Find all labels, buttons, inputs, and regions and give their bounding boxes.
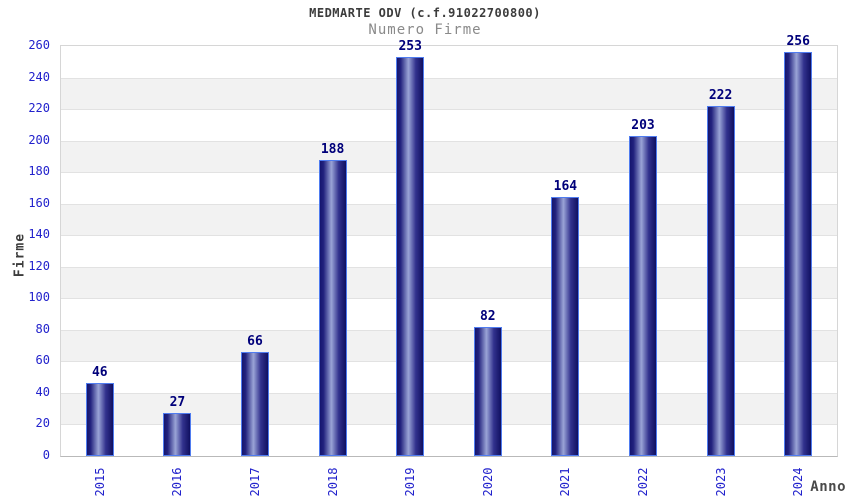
x-tick-label: 2019 — [403, 468, 439, 497]
bar-column: 253 — [396, 39, 425, 456]
y-tick-label: 220 — [28, 101, 50, 116]
x-tick-label: 2016 — [170, 468, 206, 497]
bar-column: 222 — [706, 46, 735, 456]
plot-band — [61, 46, 837, 78]
gridline — [61, 109, 837, 111]
gridline — [61, 361, 837, 363]
bar-column: 256 — [784, 34, 813, 456]
x-tick-text: 2016 — [170, 467, 185, 497]
gridline — [61, 329, 837, 331]
chart-title: MEDMARTE ODV (c.f.91022700800) — [309, 6, 541, 20]
bar-value-label: 27 — [169, 395, 186, 411]
bar-value-label: 256 — [786, 34, 810, 50]
gridline — [61, 77, 837, 79]
y-tick-label: 20 — [35, 416, 50, 431]
x-tick-label: 2015 — [93, 468, 129, 497]
bar-column: 66 — [241, 46, 269, 456]
bar-column: 188 — [318, 46, 347, 456]
gridline — [61, 266, 837, 268]
y-tick-label: 240 — [28, 69, 50, 84]
bar-value-label: 46 — [91, 365, 108, 381]
bar — [629, 135, 657, 456]
x-tick-text: 2023 — [713, 467, 728, 497]
y-tick-label: 0 — [42, 448, 50, 462]
gridline — [61, 172, 837, 174]
gridline — [61, 203, 837, 205]
x-tick-text: 2015 — [92, 467, 107, 497]
bar-value-label: 203 — [631, 117, 655, 133]
bar-value-label: 188 — [320, 141, 345, 157]
bar — [241, 351, 269, 456]
bar — [396, 57, 425, 456]
plot-area: 46 27 66 188 253 82 164 203 222 256 — [60, 34, 838, 457]
gridline — [61, 235, 837, 237]
y-axis: 0 20 40 60 80 100 120 140 160 180 200 220 240 260 — [0, 38, 52, 462]
bar-value-label: 164 — [553, 179, 578, 195]
x-axis: 2015 2016 2017 2018 2019 2020 2021 2022 2023 2024 — [60, 457, 838, 500]
bar — [318, 159, 347, 456]
x-tick-text: 2024 — [791, 467, 806, 497]
gridline — [61, 298, 837, 300]
chart-subtitle: Numero Firme — [368, 22, 482, 38]
x-tick-label: 2023 — [714, 468, 750, 497]
bar-value-label: 82 — [479, 308, 496, 324]
x-tick-text: 2021 — [558, 467, 573, 497]
bar-column: 203 — [629, 46, 657, 456]
y-tick-label: 40 — [35, 384, 50, 399]
bar-column: 164 — [551, 46, 580, 456]
y-tick-label: 140 — [28, 227, 50, 242]
bar — [163, 413, 192, 456]
y-tick-label: 180 — [28, 164, 50, 179]
x-tick-text: 2019 — [403, 467, 418, 497]
bar — [85, 383, 114, 456]
bar-value-label: 66 — [247, 333, 263, 349]
x-tick-text: 2020 — [480, 467, 495, 497]
bar-value-label: 222 — [708, 87, 733, 103]
x-tick-text: 2017 — [248, 467, 262, 497]
x-tick-text: 2022 — [636, 467, 650, 497]
x-tick-text: 2018 — [325, 467, 340, 497]
y-tick-label: 160 — [28, 195, 50, 210]
x-tick-label: 2018 — [326, 468, 362, 497]
bar — [784, 52, 813, 456]
gridline — [61, 140, 837, 142]
plot-band — [61, 77, 837, 110]
x-axis-title: Anno — [810, 479, 846, 495]
gridline — [61, 392, 837, 394]
bar — [551, 197, 580, 456]
bar — [706, 105, 735, 456]
y-tick-label: 120 — [28, 258, 50, 273]
y-tick-label: 60 — [35, 353, 50, 368]
y-tick-label: 200 — [28, 132, 50, 147]
bar-column: 46 — [85, 46, 114, 456]
bar — [473, 326, 502, 456]
x-tick-label: 2020 — [481, 468, 517, 497]
bar-value-label: 253 — [398, 39, 422, 55]
x-tick-label: 2017 — [248, 468, 284, 497]
y-tick-label: 80 — [35, 321, 50, 336]
x-tick-label: 2021 — [558, 468, 594, 497]
gridline — [61, 424, 837, 426]
x-tick-label: 2022 — [636, 468, 672, 497]
y-tick-label: 100 — [28, 290, 50, 305]
bar-column: 82 — [473, 46, 502, 456]
y-tick-label: 260 — [28, 38, 50, 52]
bar-column: 27 — [163, 46, 192, 456]
